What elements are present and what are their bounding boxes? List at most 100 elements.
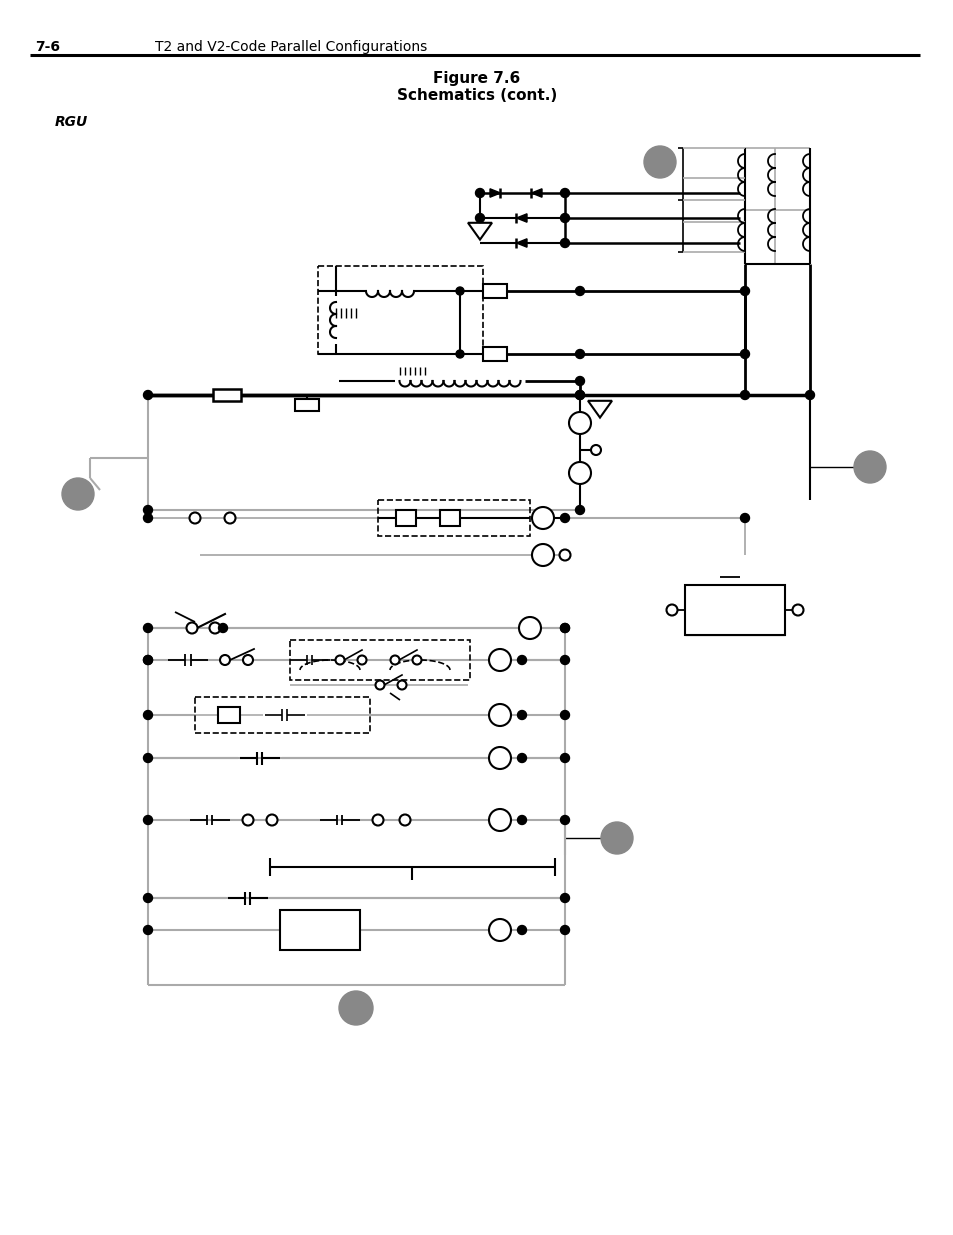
Circle shape [575,350,584,358]
Circle shape [357,656,366,664]
Circle shape [475,214,484,222]
Text: T2 and V2-Code Parallel Configurations: T2 and V2-Code Parallel Configurations [154,40,427,54]
Circle shape [666,604,677,615]
Circle shape [560,238,569,247]
Circle shape [143,505,152,515]
Bar [439,510,459,526]
Text: RGU: RGU [55,115,89,128]
Circle shape [740,350,749,358]
Circle shape [143,390,152,399]
Circle shape [560,710,569,720]
Circle shape [532,543,554,566]
Circle shape [575,390,584,399]
Circle shape [143,753,152,762]
Circle shape [600,823,633,853]
Circle shape [575,390,584,399]
Bar [290,640,470,680]
Circle shape [560,624,569,632]
Circle shape [560,189,569,198]
Circle shape [397,680,406,689]
Circle shape [224,513,235,524]
Circle shape [575,377,584,385]
Circle shape [575,287,584,295]
Circle shape [517,753,526,762]
Circle shape [390,656,399,664]
Circle shape [740,390,749,399]
Circle shape [517,815,526,825]
Circle shape [489,747,511,769]
Circle shape [804,390,814,399]
Circle shape [335,656,344,664]
Circle shape [338,990,373,1025]
Circle shape [575,505,584,515]
Text: Schematics (cont.): Schematics (cont.) [396,89,557,104]
Circle shape [590,445,600,454]
Bar [395,510,416,526]
Circle shape [740,514,749,522]
Bar [213,389,241,401]
Circle shape [740,287,749,295]
Bar [317,266,482,354]
Circle shape [518,618,540,638]
Circle shape [475,189,484,198]
Bar [194,697,370,734]
Circle shape [266,815,277,825]
Circle shape [218,624,227,632]
Circle shape [143,815,152,825]
Circle shape [62,478,94,510]
Circle shape [560,214,569,222]
Circle shape [210,622,220,634]
Circle shape [220,655,230,664]
Circle shape [242,815,253,825]
Circle shape [560,925,569,935]
Polygon shape [531,189,541,198]
Circle shape [853,451,885,483]
Circle shape [560,753,569,762]
Circle shape [560,656,569,664]
Circle shape [143,710,152,720]
Circle shape [143,656,152,664]
Circle shape [489,919,511,941]
Circle shape [560,624,569,632]
Circle shape [143,514,152,522]
Circle shape [560,815,569,825]
Circle shape [456,287,463,295]
Circle shape [143,624,152,632]
Circle shape [143,656,152,664]
Polygon shape [516,214,526,222]
Circle shape [560,893,569,903]
Circle shape [143,925,152,935]
Circle shape [489,704,511,726]
Bar [482,284,506,298]
Circle shape [489,650,511,671]
Circle shape [399,815,410,825]
Circle shape [489,809,511,831]
Circle shape [517,925,526,935]
Circle shape [143,893,152,903]
Circle shape [560,514,569,522]
Circle shape [792,604,802,615]
Circle shape [568,412,590,433]
Circle shape [186,622,197,634]
Circle shape [456,350,463,358]
Bar [377,500,530,536]
Circle shape [375,680,384,689]
Circle shape [517,710,526,720]
Circle shape [372,815,383,825]
Bar [482,347,506,361]
Bar [684,585,784,635]
Bar [280,910,359,950]
Polygon shape [490,189,500,198]
Circle shape [558,550,570,561]
Circle shape [190,513,200,524]
Polygon shape [516,238,526,247]
Circle shape [517,656,526,664]
Circle shape [243,655,253,664]
Bar [218,706,240,722]
Circle shape [643,146,676,178]
Circle shape [532,508,554,529]
Circle shape [412,656,421,664]
Circle shape [568,462,590,484]
Text: Figure 7.6: Figure 7.6 [433,70,520,85]
Bar [294,399,318,411]
